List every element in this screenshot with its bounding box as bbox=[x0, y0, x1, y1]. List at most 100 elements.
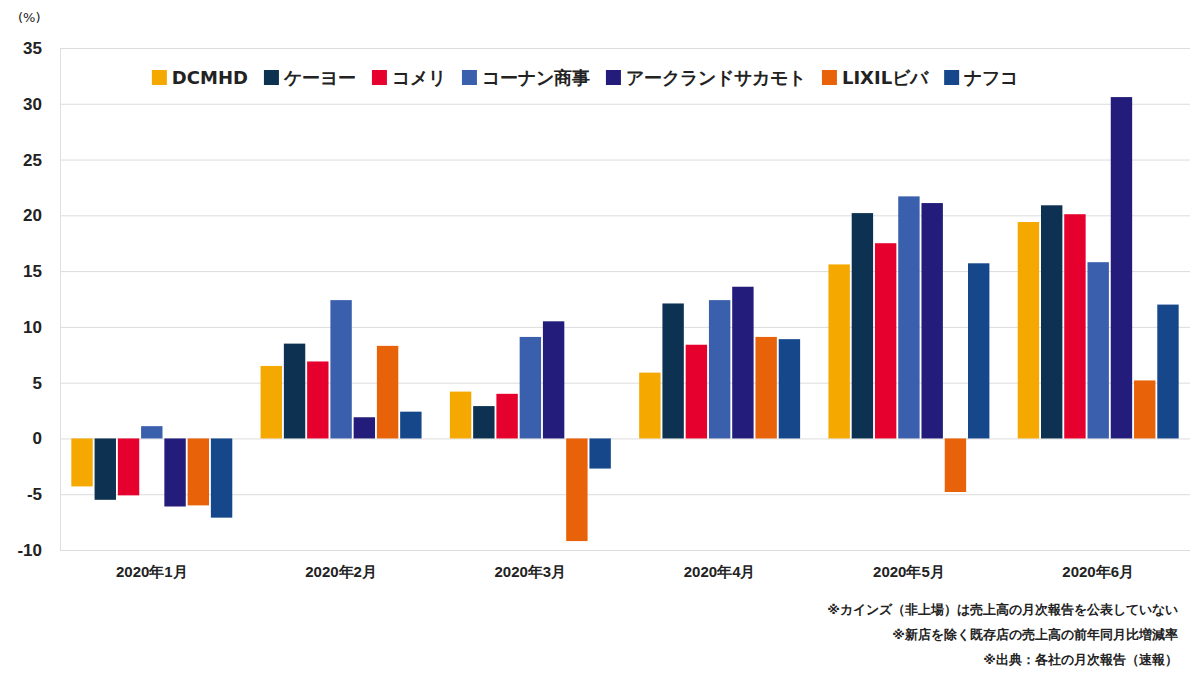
x-axis: 2020年1月 2020年2月 2020年3月 2020年4月 2020年5月 2020年… bbox=[116, 563, 1134, 580]
bar bbox=[307, 361, 328, 438]
grid-line bbox=[60, 104, 1190, 105]
bar bbox=[686, 345, 707, 439]
legend-swatch bbox=[372, 70, 387, 85]
bar bbox=[377, 346, 398, 439]
legend-swatch bbox=[944, 70, 959, 85]
y-tick: -10 bbox=[17, 541, 1190, 560]
legend-swatch bbox=[822, 70, 837, 85]
bar bbox=[188, 438, 209, 505]
bars bbox=[71, 97, 1178, 541]
bar bbox=[164, 438, 185, 506]
annotation: ※新店を除く既存店の売上高の前年同月比増減率 bbox=[892, 627, 1178, 642]
legend-item: アークランドサカモト bbox=[606, 67, 806, 88]
bar bbox=[400, 412, 421, 439]
bar bbox=[95, 438, 116, 499]
series bbox=[211, 263, 1179, 517]
y-tick-label: 15 bbox=[23, 262, 42, 281]
annotation: ※出典：各社の月次報告（速報） bbox=[983, 652, 1178, 667]
y-tick: 15 bbox=[23, 262, 1190, 281]
x-tick: 2020年2月 bbox=[305, 563, 377, 580]
bar bbox=[1111, 97, 1132, 438]
bar bbox=[543, 321, 564, 438]
bar bbox=[639, 373, 660, 439]
legend-label: アークランドサカモト bbox=[626, 67, 806, 88]
y-tick-label: -5 bbox=[27, 485, 42, 504]
legend-item: DCMHD bbox=[152, 67, 248, 88]
grid-line bbox=[60, 48, 1190, 49]
bar bbox=[732, 287, 753, 439]
y-axis-line bbox=[60, 49, 61, 551]
legend-item: ケーヨー bbox=[264, 67, 356, 88]
x-tick-label: 2020年6月 bbox=[1062, 563, 1134, 580]
legend-swatch bbox=[264, 70, 279, 85]
bar bbox=[921, 203, 942, 438]
bar bbox=[828, 264, 849, 438]
grid-line bbox=[60, 550, 1190, 551]
y-tick-label: -10 bbox=[17, 541, 42, 560]
bar bbox=[1088, 262, 1109, 438]
legend-label: LIXILビバ bbox=[842, 67, 929, 88]
bar bbox=[1018, 222, 1039, 438]
x-tick: 2020年5月 bbox=[873, 563, 945, 580]
y-axis: -10-505101520253035 bbox=[17, 39, 1190, 560]
legend-swatch bbox=[462, 70, 477, 85]
bar bbox=[566, 438, 587, 541]
legend-label: DCMHD bbox=[172, 67, 248, 88]
legend-item: コーナン商事 bbox=[462, 67, 590, 88]
bar bbox=[968, 263, 989, 438]
bar bbox=[261, 366, 282, 439]
legend-label: ナフコ bbox=[964, 67, 1018, 88]
bar bbox=[284, 344, 305, 439]
bar bbox=[589, 438, 610, 468]
legend-item: ナフコ bbox=[944, 67, 1018, 88]
x-tick-label: 2020年4月 bbox=[684, 563, 756, 580]
bar bbox=[755, 337, 776, 439]
x-tick-label: 2020年2月 bbox=[305, 563, 377, 580]
legend-swatch bbox=[152, 70, 167, 85]
bar bbox=[354, 417, 375, 438]
y-tick-label: 25 bbox=[23, 150, 42, 169]
y-tick-label: 0 bbox=[33, 429, 42, 448]
y-tick-label: 30 bbox=[23, 95, 42, 114]
legend-swatch bbox=[606, 70, 621, 85]
bar bbox=[141, 426, 162, 438]
bar bbox=[1157, 305, 1178, 439]
bar bbox=[118, 438, 139, 495]
y-tick: 5 bbox=[33, 374, 1190, 393]
bar bbox=[1064, 214, 1085, 438]
legend-label: ケーヨー bbox=[283, 67, 356, 88]
x-tick: 2020年1月 bbox=[116, 563, 188, 580]
y-tick-label: 10 bbox=[23, 318, 42, 337]
y-axis-label: (%) bbox=[18, 10, 41, 25]
y-tick: 25 bbox=[23, 150, 1190, 169]
bar bbox=[852, 213, 873, 438]
plot: -10-5051015202530352020年1月2020年2月2020年3月… bbox=[17, 39, 1190, 580]
bar bbox=[709, 300, 730, 438]
x-tick-label: 2020年3月 bbox=[495, 563, 567, 580]
bar bbox=[496, 394, 517, 439]
y-tick: 35 bbox=[23, 39, 1190, 58]
bar bbox=[450, 392, 471, 439]
bar bbox=[1041, 205, 1062, 438]
bar bbox=[898, 196, 919, 438]
legend-item: LIXILビバ bbox=[822, 67, 929, 88]
series bbox=[188, 337, 1156, 541]
y-tick-label: 35 bbox=[23, 39, 42, 58]
legend-item: コメリ bbox=[372, 67, 446, 88]
series bbox=[141, 196, 1109, 438]
bar bbox=[945, 438, 966, 492]
x-tick-label: 2020年1月 bbox=[116, 563, 188, 580]
chart: -10-5051015202530352020年1月2020年2月2020年3月… bbox=[0, 0, 1200, 675]
legend-label: コーナン商事 bbox=[482, 67, 590, 88]
x-tick: 2020年3月 bbox=[495, 563, 567, 580]
y-tick-label: 5 bbox=[33, 374, 42, 393]
bar bbox=[1134, 380, 1155, 438]
x-tick: 2020年6月 bbox=[1062, 563, 1134, 580]
bar bbox=[662, 303, 683, 438]
legend: DCMHD ケーヨーコメリ コーナン商事 アークランドサカモト LIXILビバ ナフコ bbox=[152, 67, 1018, 88]
bar bbox=[875, 243, 896, 438]
series bbox=[164, 97, 1132, 506]
annotation: ※カインズ（非上場）は売上高の月次報告を公表していない bbox=[827, 602, 1178, 617]
x-tick: 2020年4月 bbox=[684, 563, 756, 580]
bar bbox=[473, 406, 494, 438]
